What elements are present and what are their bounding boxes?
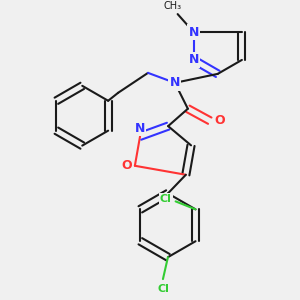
Text: Cl: Cl xyxy=(157,284,169,294)
Text: CH₃: CH₃ xyxy=(164,1,182,11)
Text: Cl: Cl xyxy=(160,194,172,204)
Text: O: O xyxy=(122,159,132,172)
Text: O: O xyxy=(214,114,225,127)
Text: N: N xyxy=(170,76,180,89)
Text: N: N xyxy=(135,122,145,135)
Text: N: N xyxy=(188,53,199,66)
Text: N: N xyxy=(188,26,199,38)
